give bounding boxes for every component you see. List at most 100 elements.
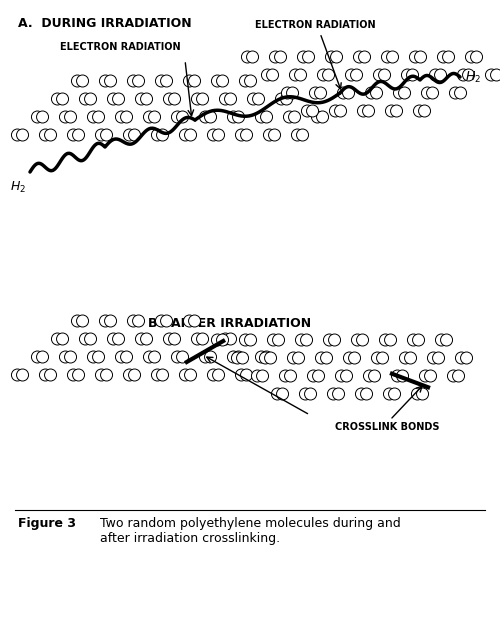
Circle shape — [436, 334, 448, 346]
Circle shape — [412, 334, 424, 346]
Circle shape — [220, 93, 232, 105]
Circle shape — [390, 105, 402, 117]
Circle shape — [276, 388, 288, 400]
Circle shape — [256, 370, 268, 382]
Circle shape — [308, 370, 320, 382]
Circle shape — [100, 315, 112, 327]
Circle shape — [408, 334, 420, 346]
Circle shape — [236, 129, 248, 141]
Circle shape — [330, 105, 342, 117]
Circle shape — [236, 369, 248, 381]
Circle shape — [180, 369, 192, 381]
Circle shape — [296, 334, 308, 346]
Circle shape — [64, 351, 76, 363]
Circle shape — [364, 370, 376, 382]
Circle shape — [270, 51, 281, 63]
Circle shape — [460, 352, 472, 364]
Circle shape — [172, 351, 183, 363]
Circle shape — [160, 315, 172, 327]
Circle shape — [16, 129, 28, 141]
Circle shape — [296, 129, 308, 141]
Circle shape — [376, 352, 388, 364]
Circle shape — [72, 315, 84, 327]
Circle shape — [338, 87, 349, 99]
Circle shape — [36, 111, 48, 123]
Circle shape — [144, 111, 156, 123]
Circle shape — [402, 69, 413, 81]
Circle shape — [302, 51, 314, 63]
Circle shape — [312, 370, 324, 382]
Circle shape — [76, 315, 88, 327]
Circle shape — [184, 315, 196, 327]
Circle shape — [316, 352, 328, 364]
Circle shape — [208, 129, 220, 141]
Circle shape — [156, 369, 168, 381]
Circle shape — [244, 75, 256, 87]
Circle shape — [428, 352, 440, 364]
Circle shape — [262, 69, 274, 81]
Circle shape — [452, 370, 464, 382]
Circle shape — [292, 129, 304, 141]
Circle shape — [212, 369, 224, 381]
Circle shape — [116, 111, 128, 123]
Circle shape — [80, 93, 92, 105]
Circle shape — [246, 51, 258, 63]
Circle shape — [216, 334, 228, 346]
Circle shape — [414, 51, 426, 63]
Circle shape — [328, 334, 340, 346]
Circle shape — [224, 333, 236, 345]
Circle shape — [268, 334, 280, 346]
Circle shape — [374, 69, 386, 81]
Circle shape — [332, 388, 344, 400]
Circle shape — [124, 129, 136, 141]
Circle shape — [388, 388, 400, 400]
Circle shape — [398, 87, 410, 99]
Circle shape — [172, 111, 183, 123]
Circle shape — [132, 75, 144, 87]
Text: $H_2$: $H_2$ — [465, 69, 481, 84]
Circle shape — [32, 111, 44, 123]
Circle shape — [424, 370, 436, 382]
Circle shape — [212, 334, 224, 346]
Circle shape — [288, 352, 300, 364]
Circle shape — [188, 315, 200, 327]
Circle shape — [304, 388, 316, 400]
Circle shape — [356, 334, 368, 346]
Circle shape — [152, 369, 164, 381]
Circle shape — [268, 129, 280, 141]
Circle shape — [108, 93, 120, 105]
Circle shape — [366, 87, 378, 99]
Circle shape — [466, 51, 477, 63]
Circle shape — [344, 352, 355, 364]
Circle shape — [56, 333, 68, 345]
Circle shape — [426, 87, 438, 99]
Circle shape — [260, 111, 272, 123]
Circle shape — [372, 352, 384, 364]
Circle shape — [204, 351, 216, 363]
Circle shape — [68, 369, 80, 381]
Text: ELECTRON RADIATION: ELECTRON RADIATION — [60, 42, 180, 52]
Circle shape — [52, 93, 64, 105]
Circle shape — [200, 351, 211, 363]
Circle shape — [240, 334, 252, 346]
Circle shape — [200, 111, 211, 123]
Circle shape — [148, 111, 160, 123]
Circle shape — [434, 69, 446, 81]
Circle shape — [168, 93, 180, 105]
Circle shape — [140, 93, 152, 105]
Circle shape — [156, 315, 168, 327]
Circle shape — [334, 105, 346, 117]
Circle shape — [144, 351, 156, 363]
Circle shape — [156, 129, 168, 141]
Circle shape — [100, 129, 112, 141]
Circle shape — [360, 388, 372, 400]
Circle shape — [128, 369, 140, 381]
Circle shape — [56, 93, 68, 105]
Circle shape — [16, 369, 28, 381]
Circle shape — [316, 111, 328, 123]
Circle shape — [164, 93, 175, 105]
Circle shape — [310, 87, 322, 99]
Circle shape — [342, 87, 354, 99]
Circle shape — [280, 370, 291, 382]
Circle shape — [260, 352, 272, 364]
